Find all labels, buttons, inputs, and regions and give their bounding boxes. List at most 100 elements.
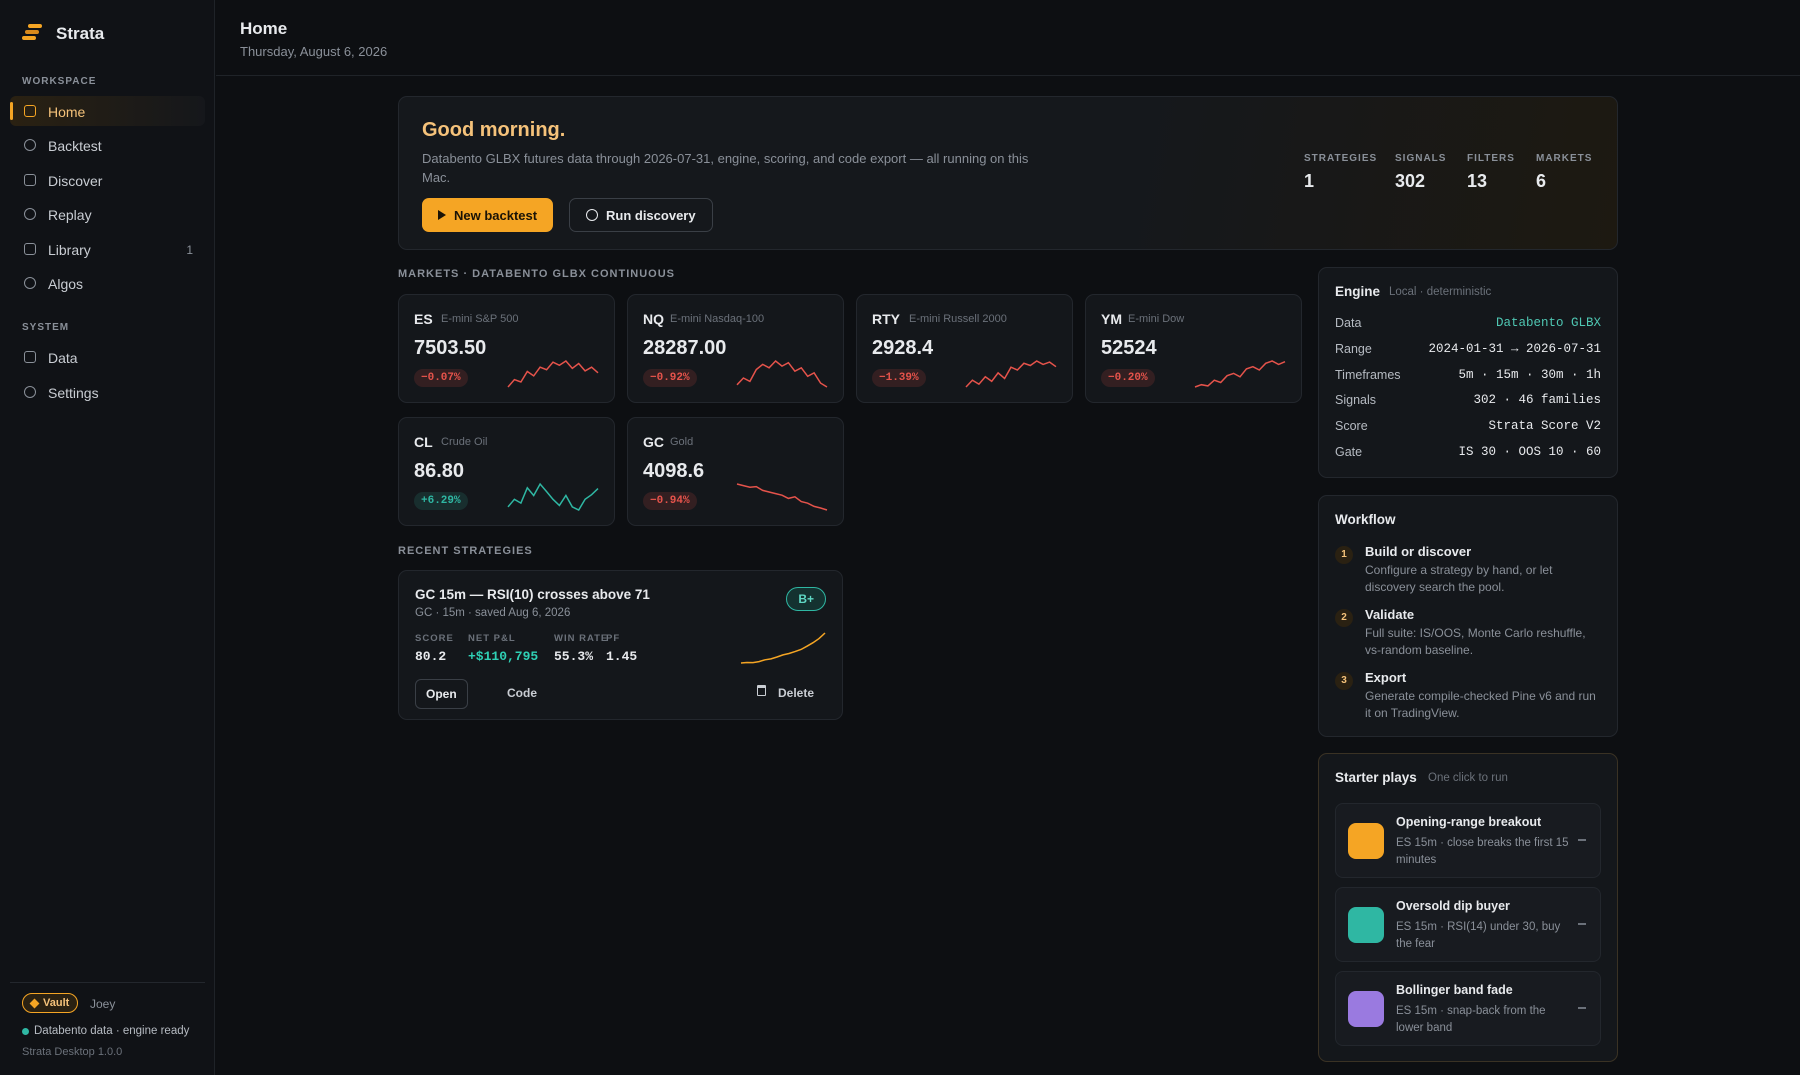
nav-label: Discover (48, 172, 103, 189)
logo-bar (25, 30, 39, 34)
engine-value: Databento GLBX (1495, 316, 1601, 330)
recent-title: RECENT STRATEGIES (398, 545, 533, 557)
run-discovery-button[interactable]: Run discovery (569, 198, 713, 232)
nav-label: Settings (48, 384, 99, 401)
new-backtest-button[interactable]: New backtest (422, 198, 554, 232)
stat-label: SIGNALS (1395, 153, 1447, 164)
arrow-icon (1578, 923, 1586, 925)
change-pill: −1.39% (872, 369, 926, 387)
starter-icon (1348, 991, 1384, 1027)
nav-item[interactable]: Discover (10, 165, 205, 195)
nav-icon (24, 208, 36, 221)
sparkline-path (1194, 360, 1286, 388)
button-label: Run discovery (606, 207, 696, 223)
nav-item[interactable]: Backtest (10, 130, 205, 160)
nav-item[interactable]: Replay (10, 199, 205, 229)
delete-icon (757, 685, 766, 696)
starter-item-text: ES 15m · RSI(14) under 30, buy the fear (1396, 921, 1561, 950)
nav-icon (24, 139, 36, 152)
engine-value: 2024-01-31 → 2026-07-31 (1428, 341, 1601, 356)
logo-bar (22, 36, 36, 40)
nav-icon (24, 173, 36, 186)
engine-label: Gate (1335, 445, 1363, 459)
step-number: 3 (1335, 672, 1353, 690)
market-symbol: CL (414, 434, 433, 450)
vault-badge: Vault (22, 993, 79, 1013)
starter-subtitle: One click to run (1428, 772, 1508, 784)
market-price: 4098.6 (643, 460, 705, 482)
market-card[interactable]: CL Crude Oil 86.80 +6.29% (398, 417, 615, 526)
stat-label: MARKETS (1536, 153, 1593, 164)
vault-label: Vault (43, 997, 70, 1009)
nav-badge: 1 (186, 242, 193, 257)
market-card[interactable]: ES E-mini S&P 500 7503.50 −0.07% (398, 294, 615, 403)
arrow-icon (1578, 1007, 1586, 1009)
market-card[interactable]: RTY E-mini Russell 2000 2928.4 −1.39% (856, 294, 1073, 403)
starter-item-title: Oversold dip buyer (1396, 899, 1510, 913)
metric-label: WIN RATE (554, 633, 609, 644)
nav-icon (24, 385, 36, 398)
sparkline (740, 632, 826, 664)
metric-value: 55.3% (554, 649, 594, 664)
header-border (216, 75, 1800, 76)
stat-value: 6 (1536, 171, 1547, 191)
sparkline-path (736, 483, 828, 511)
market-name: Crude Oil (441, 436, 488, 448)
compass-icon (586, 209, 598, 221)
starter-item-title: Bollinger band fade (1396, 983, 1513, 997)
sparkline (736, 483, 828, 511)
sparkline (965, 360, 1057, 388)
market-price: 52524 (1101, 337, 1157, 359)
starter-item-title: Opening-range breakout (1396, 815, 1542, 829)
market-symbol: NQ (643, 311, 664, 327)
nav-icon (24, 105, 36, 117)
market-price: 7503.50 (414, 337, 487, 359)
market-card[interactable]: NQ E-mini Nasdaq-100 28287.00 −0.92% (627, 294, 844, 403)
nav-label: Data (48, 350, 78, 367)
nav-label: Library (48, 241, 91, 258)
starter-item[interactable]: Oversold dip buyer ES 15m · RSI(14) under… (1335, 887, 1601, 962)
engine-label: Range (1335, 341, 1372, 356)
grade-badge: B+ (786, 587, 826, 611)
play-icon (438, 210, 446, 220)
sparkline-path (507, 482, 599, 511)
market-card[interactable]: YM E-mini Dow 52524 −0.20% (1085, 294, 1302, 403)
active-indicator (10, 102, 13, 120)
nav-icon (24, 242, 36, 255)
metric-label: SCORE (415, 633, 454, 644)
nav-item[interactable]: Data (10, 342, 205, 372)
starter-card: Starter plays One click to run Opening-ran… (1318, 753, 1618, 1062)
market-price: 86.80 (414, 460, 465, 482)
market-name: Gold (670, 436, 694, 448)
nav-item[interactable]: Home (10, 96, 205, 126)
market-name: E-mini Dow (1128, 313, 1185, 325)
starter-item[interactable]: Bollinger band fade ES 15m · snap-back fr… (1335, 971, 1601, 1046)
app-name: Strata (56, 24, 105, 43)
nav-label: Algos (48, 276, 84, 292)
step-title: Validate (1365, 607, 1415, 622)
step-text: Configure a strategy by hand, or let dis… (1365, 563, 1553, 594)
metric-value: +$110,795 (468, 649, 539, 664)
starter-item[interactable]: Opening-range breakout ES 15m · close bre… (1335, 803, 1601, 878)
change-pill: −0.20% (1101, 369, 1155, 387)
nav-icon (24, 351, 36, 364)
stat-value: 1 (1304, 171, 1315, 191)
step-title: Export (1365, 670, 1407, 685)
strategy-card: GC 15m — RSI(10) crosses above 71 GC · 15… (398, 570, 843, 720)
nav-item[interactable]: Library 1 (10, 234, 205, 264)
market-card[interactable]: GC Gold 4098.6 −0.94% (627, 417, 844, 526)
open-button[interactable]: Open (415, 679, 468, 709)
market-name: E-mini Nasdaq-100 (670, 313, 765, 325)
code-button[interactable]: Code (507, 686, 537, 700)
delete-button[interactable]: Delete (778, 686, 815, 700)
market-price: 2928.4 (872, 337, 934, 359)
hero-text: Databento GLBX futures data through 2026… (422, 151, 1029, 185)
nav-item[interactable]: Algos (10, 268, 205, 298)
step-text: Full suite: IS/OOS, Monte Carlo reshuffl… (1365, 626, 1586, 657)
nav-item[interactable]: Settings (10, 377, 205, 407)
logo (22, 24, 44, 44)
sparkline (736, 359, 828, 388)
nav-icon (24, 277, 36, 289)
metric-value: 80.2 (415, 649, 447, 664)
